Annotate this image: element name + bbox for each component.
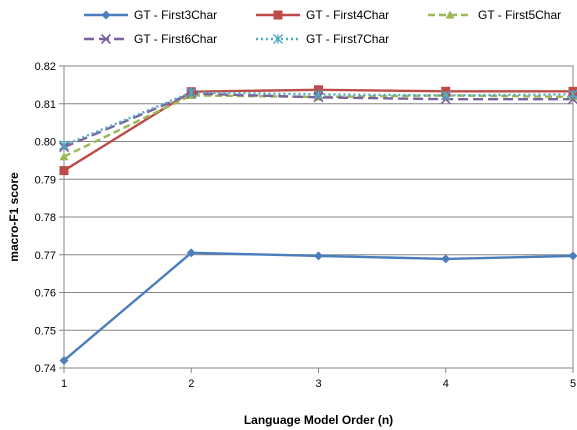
y-tick-label-3: 0.77 [35,250,56,262]
x-tick-label-2: 3 [315,378,321,390]
y-tick-label-8: 0.82 [35,61,56,73]
y-tick-label-5: 0.79 [35,174,56,186]
legend: GT - First3Char GT - First4Char GT - First… [84,8,561,46]
series-1-point-2 [314,85,323,95]
legend-marker-3 [100,33,112,45]
legend-label-3: GT - First6Char [134,32,217,46]
series-1-point-0 [59,166,69,176]
y-tick-label-0: 0.74 [35,363,56,375]
legend-label-2: GT - First5Char [478,8,561,22]
series-line-3 [63,92,573,149]
series-4-point-4 [568,89,577,100]
series-0-point-0 [59,355,69,365]
legend-marker-1 [273,10,283,20]
legend-label-0: GT - First3Char [134,8,217,22]
series-4-point-0 [59,140,69,151]
x-axis-ticks: 1 2 3 4 5 [61,368,576,390]
y-tick-label-1: 0.75 [35,325,56,337]
x-tick-label-1: 2 [188,378,194,390]
series-line-1 [63,88,573,172]
y-tick-label-4: 0.78 [35,212,56,224]
series-4-point-2 [313,89,324,100]
x-tick-label-4: 5 [570,378,576,390]
x-tick-label-0: 1 [61,378,67,390]
series-0-point-1 [186,248,196,258]
legend-marker-0 [101,10,111,20]
legend-marker-4 [273,34,283,44]
series-0-point-4 [568,251,577,261]
series-0-point-2 [314,251,323,261]
series-lines [63,88,574,362]
legend-label-4: GT - First7Char [306,32,389,46]
y-tick-label-7: 0.81 [35,99,56,111]
x-axis-title: Language Model Order (n) [244,413,393,427]
y-tick-label-2: 0.76 [35,288,56,300]
series-4-point-3 [440,90,451,101]
series-3-point-4 [567,94,577,105]
series-line-2 [63,94,574,158]
series-2-point-0 [59,152,69,161]
y-axis-title: macro-F1 score [7,172,21,262]
legend-marker-2 [445,10,455,19]
x-tick-label-3: 4 [443,378,449,390]
series-4-point-1 [186,87,197,98]
series-markers [58,85,577,365]
y-tick-label-6: 0.80 [35,137,56,149]
y-axis-ticks: 0.74 0.75 0.76 0.77 0.78 0.79 0.80 0.81 0.82 [35,61,64,375]
gridlines [64,65,573,369]
legend-label-1: GT - First4Char [306,8,389,22]
series-0-point-3 [441,254,451,264]
series-line-0 [63,251,574,362]
